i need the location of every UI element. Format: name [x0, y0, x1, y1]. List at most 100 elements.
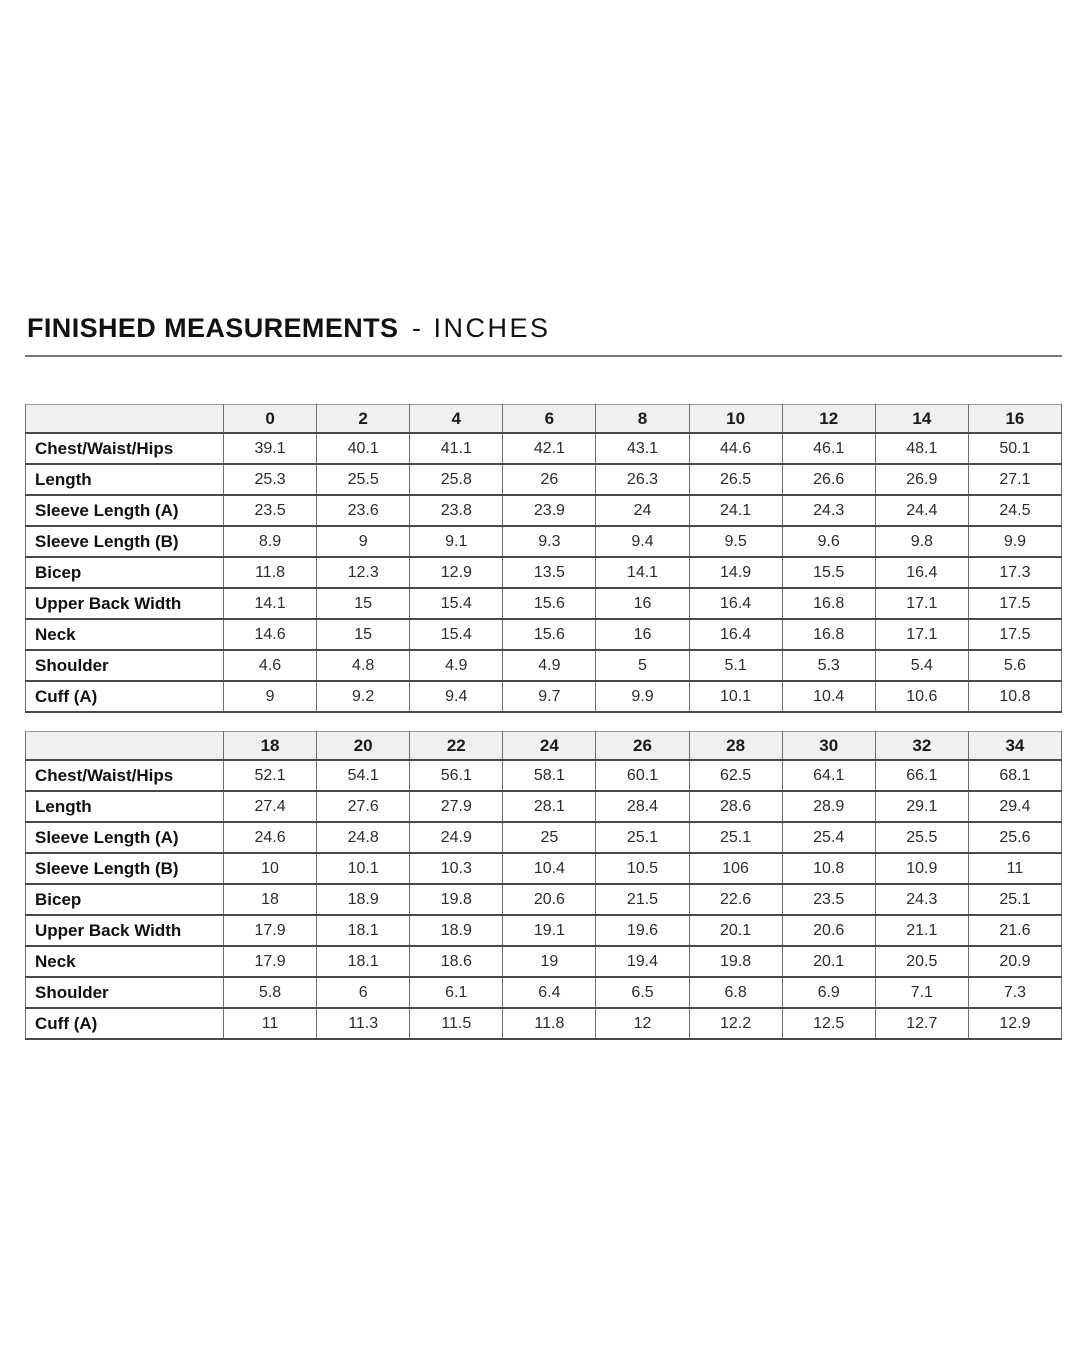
size-header-cell: 14 — [874, 404, 969, 434]
corner-cell — [25, 404, 224, 434]
measurement-value-cell: 62.5 — [688, 759, 783, 792]
measurement-value-cell: 29.4 — [967, 790, 1063, 823]
measurement-value-cell: 8.9 — [222, 525, 318, 558]
measurement-value-cell: 24.3 — [874, 883, 969, 916]
measurement-value-cell: 23.5 — [781, 883, 876, 916]
measurement-value-cell: 15 — [316, 618, 411, 651]
measurement-label-cell: Cuff (A) — [25, 680, 224, 713]
measurement-value-cell: 5.4 — [874, 649, 969, 682]
measurement-value-cell: 41.1 — [409, 432, 504, 465]
size-header-cell: 32 — [874, 731, 969, 761]
measurement-value-cell: 18.1 — [316, 914, 411, 947]
size-header-cell: 4 — [409, 404, 504, 434]
title-underline — [25, 355, 1062, 357]
measurement-value-cell: 20.1 — [688, 914, 783, 947]
measurement-value-cell: 24 — [595, 494, 690, 527]
measurement-value-cell: 12.5 — [781, 1007, 876, 1040]
measurement-value-cell: 6.1 — [409, 976, 504, 1009]
measurement-value-cell: 23.5 — [222, 494, 318, 527]
measurement-label-cell: Bicep — [25, 883, 224, 916]
measurement-label-cell: Neck — [25, 945, 224, 978]
measurement-value-cell: 19.8 — [409, 883, 504, 916]
measurement-value-cell: 25 — [502, 821, 597, 854]
measurement-label-cell: Shoulder — [25, 649, 224, 682]
measurement-row: Sleeve Length (A) 23.5 23.6 23.8 23.9 24 24.1 2… — [25, 494, 1063, 527]
measurement-value-cell: 24.8 — [316, 821, 411, 854]
measurement-row: Shoulder 4.6 4.8 4.9 4.9 5 5.1 5.3 5.4 5.6 — [25, 649, 1063, 682]
measurement-value-cell: 24.5 — [967, 494, 1063, 527]
size-header-cell: 6 — [502, 404, 597, 434]
measurement-table-sizes-18-34: 18 20 22 24 26 28 30 32 34 Chest/Waist/Hips 52.1 54… — [25, 731, 1063, 1040]
measurement-value-cell: 11 — [222, 1007, 318, 1040]
measurement-value-cell: 6.4 — [502, 976, 597, 1009]
measurement-value-cell: 43.1 — [595, 432, 690, 465]
measurement-value-cell: 7.1 — [874, 976, 969, 1009]
measurement-value-cell: 12.2 — [688, 1007, 783, 1040]
measurement-value-cell: 25.5 — [316, 463, 411, 496]
measurement-row: Neck 17.9 18.1 18.6 19 19.4 19.8 20.1 20.5 20.9 — [25, 945, 1063, 978]
measurement-row: Upper Back Width 17.9 18.1 18.9 19.1 19.6 20.1… — [25, 914, 1063, 947]
measurement-value-cell: 11.5 — [409, 1007, 504, 1040]
measurement-value-cell: 10.9 — [874, 852, 969, 885]
measurement-value-cell: 17.5 — [967, 618, 1063, 651]
measurement-value-cell: 9.9 — [967, 525, 1063, 558]
measurement-value-cell: 44.6 — [688, 432, 783, 465]
measurement-value-cell: 16.4 — [688, 618, 783, 651]
measurement-value-cell: 24.1 — [688, 494, 783, 527]
measurement-label-cell: Bicep — [25, 556, 224, 589]
size-header-row: 0 2 4 6 8 10 12 14 16 — [25, 404, 1063, 434]
measurement-value-cell: 25.3 — [222, 463, 318, 496]
measurement-value-cell: 20.6 — [502, 883, 597, 916]
measurement-value-cell: 39.1 — [222, 432, 318, 465]
measurement-value-cell: 17.5 — [967, 587, 1063, 620]
size-header-cell: 12 — [781, 404, 876, 434]
measurement-value-cell: 25.5 — [874, 821, 969, 854]
measurement-value-cell: 26.6 — [781, 463, 876, 496]
size-header-cell: 34 — [967, 731, 1063, 761]
measurement-row: Length 27.4 27.6 27.9 28.1 28.4 28.6 28.9 29.1 29… — [25, 790, 1063, 823]
measurement-value-cell: 66.1 — [874, 759, 969, 792]
measurement-value-cell: 11.8 — [222, 556, 318, 589]
measurement-value-cell: 56.1 — [409, 759, 504, 792]
size-header-cell: 2 — [316, 404, 411, 434]
size-header-row: 18 20 22 24 26 28 30 32 34 — [25, 731, 1063, 761]
page-title: FINISHED MEASUREMENTS - INCHES — [27, 313, 1062, 343]
size-header-cell: 8 — [595, 404, 690, 434]
measurement-value-cell: 10.4 — [502, 852, 597, 885]
measurement-row: Sleeve Length (A) 24.6 24.8 24.9 25 25.1 25.1 2… — [25, 821, 1063, 854]
measurement-value-cell: 9.6 — [781, 525, 876, 558]
measurement-value-cell: 16.4 — [874, 556, 969, 589]
size-header-cell: 28 — [688, 731, 783, 761]
measurement-value-cell: 26.5 — [688, 463, 783, 496]
measurement-value-cell: 21.6 — [967, 914, 1063, 947]
measurement-value-cell: 14.6 — [222, 618, 318, 651]
measurement-value-cell: 22.6 — [688, 883, 783, 916]
measurement-value-cell: 12.3 — [316, 556, 411, 589]
measurement-value-cell: 9.9 — [595, 680, 690, 713]
measurement-value-cell: 19.8 — [688, 945, 783, 978]
measurement-label-cell: Shoulder — [25, 976, 224, 1009]
measurement-label-cell: Length — [25, 790, 224, 823]
measurement-row: Chest/Waist/Hips 39.1 40.1 41.1 42.1 43.1 44.6… — [25, 432, 1063, 465]
measurement-value-cell: 10.3 — [409, 852, 504, 885]
measurement-value-cell: 17.9 — [222, 945, 318, 978]
measurement-value-cell: 106 — [688, 852, 783, 885]
measurement-value-cell: 9.5 — [688, 525, 783, 558]
measurement-value-cell: 46.1 — [781, 432, 876, 465]
measurement-value-cell: 15 — [316, 587, 411, 620]
measurement-value-cell: 17.1 — [874, 587, 969, 620]
measurement-label-cell: Sleeve Length (A) — [25, 494, 224, 527]
measurement-value-cell: 11 — [967, 852, 1063, 885]
measurement-row: Bicep 11.8 12.3 12.9 13.5 14.1 14.9 15.5 16.4 17.… — [25, 556, 1063, 589]
size-header-cell: 24 — [502, 731, 597, 761]
measurement-value-cell: 48.1 — [874, 432, 969, 465]
measurement-value-cell: 27.4 — [222, 790, 318, 823]
measurement-value-cell: 27.1 — [967, 463, 1063, 496]
measurement-value-cell: 9.4 — [595, 525, 690, 558]
measurement-value-cell: 9.2 — [316, 680, 411, 713]
measurement-value-cell: 26.3 — [595, 463, 690, 496]
measurement-value-cell: 9 — [316, 525, 411, 558]
size-header-cell: 16 — [967, 404, 1063, 434]
measurement-value-cell: 28.9 — [781, 790, 876, 823]
measurement-value-cell: 5.1 — [688, 649, 783, 682]
